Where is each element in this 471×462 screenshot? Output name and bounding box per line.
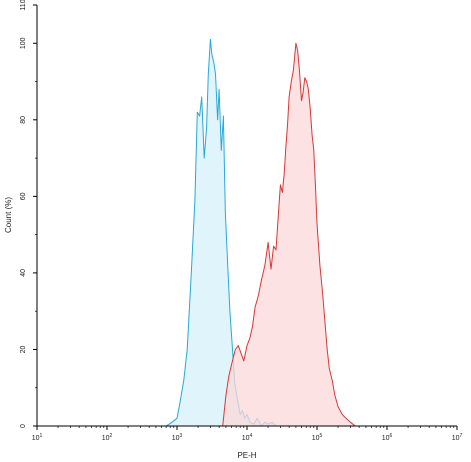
x-tick-label: 103 (172, 433, 183, 442)
y-axis-title: Count (%) (4, 197, 13, 233)
y-tick-label: 110 (20, 0, 27, 11)
series-2-line (222, 42, 356, 427)
tick-layer: 101 102 103 104 105 106 107 0 20 40 60 80 100 110 (20, 0, 463, 442)
series-layer (165, 38, 356, 427)
x-tick-label: 106 (382, 433, 393, 442)
x-tick-label: 102 (102, 433, 113, 442)
x-tick-label: 107 (452, 433, 463, 442)
y-tick-label: 80 (20, 116, 27, 124)
y-tick-label: 60 (20, 192, 27, 200)
y-tick-label: 0 (20, 424, 27, 428)
x-tick-label: 105 (312, 433, 323, 442)
x-tick-label: 104 (242, 433, 253, 442)
series-1-area (166, 39, 281, 427)
y-tick-label: 40 (20, 269, 27, 277)
x-axis-title: PE-H (237, 451, 256, 460)
x-tick-label: 101 (32, 433, 43, 442)
y-tick-label: 100 (20, 37, 27, 49)
series-2-area (222, 43, 356, 427)
y-tick-label: 20 (20, 345, 27, 353)
